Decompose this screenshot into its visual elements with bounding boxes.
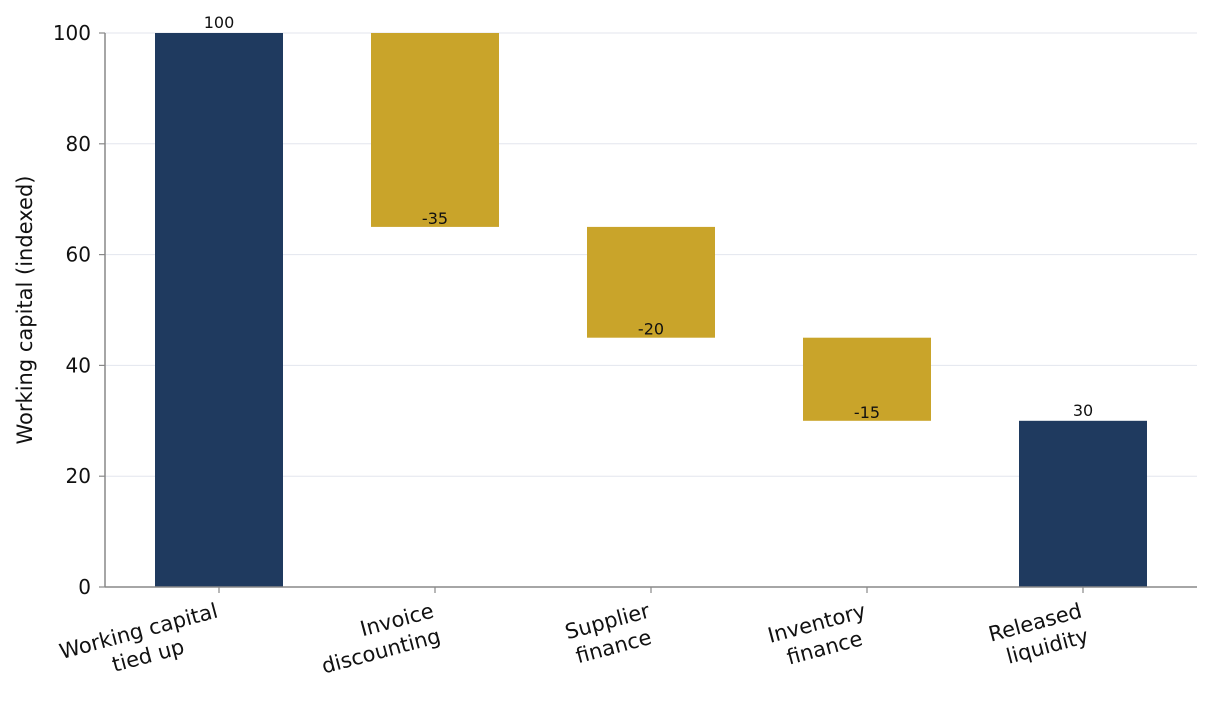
bar-data-label: -35	[422, 209, 448, 228]
bar-data-label: -15	[854, 403, 880, 422]
x-category-label: Inventoryfinance	[765, 599, 875, 673]
bar-delta	[803, 337, 931, 421]
x-category-label: Invoicediscounting	[312, 599, 443, 679]
x-category-label: Supplierfinance	[562, 599, 659, 670]
bar-total	[1019, 420, 1147, 587]
bars	[155, 33, 1147, 587]
x-category-label: Releasedliquidity	[986, 599, 1091, 672]
bar-data-label: 100	[204, 13, 235, 32]
y-axis-title: Working capital (indexed)	[13, 176, 37, 445]
bar-total	[155, 33, 283, 587]
y-tick-label: 40	[66, 353, 91, 377]
bar-data-label: -20	[638, 320, 664, 339]
x-category-label: Working capitaltied up	[57, 599, 227, 689]
y-tick-label: 100	[53, 21, 91, 45]
bar-delta	[587, 226, 715, 338]
y-tick-label: 60	[66, 243, 91, 267]
y-tick-label: 20	[66, 464, 91, 488]
bar-delta	[371, 33, 499, 227]
bar-data-label: 30	[1073, 401, 1093, 420]
y-tick-label: 80	[66, 132, 91, 156]
axes	[99, 32, 1197, 593]
y-tick-label: 0	[78, 575, 91, 599]
